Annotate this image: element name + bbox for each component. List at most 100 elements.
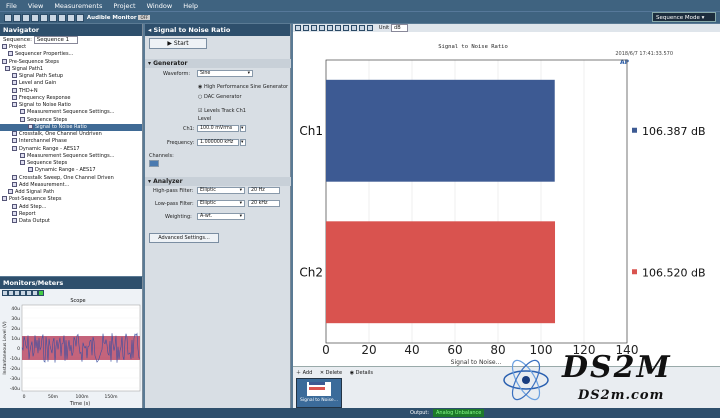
plot-area bbox=[325, 59, 628, 344]
channel-toggle-icon[interactable] bbox=[149, 160, 159, 167]
graph-tool-icon[interactable] bbox=[311, 25, 317, 31]
menu-measurements[interactable]: Measurements bbox=[54, 2, 103, 10]
graph-tool-icon[interactable] bbox=[327, 25, 333, 31]
unit-dropdown[interactable]: ▾ bbox=[240, 125, 246, 132]
tree-item[interactable]: Post-Sequence Steps bbox=[0, 196, 142, 203]
scope-graph: Scope 40u 30u 20u 10u 0 -10u -20u -30u -40u 0 50m… bbox=[2, 298, 141, 407]
folder-icon bbox=[12, 131, 17, 136]
ch1-level-field[interactable]: 100.0 mVrms bbox=[197, 125, 239, 132]
tree-item[interactable]: Signal Path1 bbox=[0, 65, 142, 73]
sequence-mode-select[interactable]: Sequence Mode ▾ bbox=[652, 12, 716, 22]
results-toolbar: ＋ Add ✕ Delete ◉ Details bbox=[293, 367, 720, 378]
graph-tool-icon[interactable] bbox=[319, 25, 325, 31]
chart-bars: Ch1 106.387 dB Ch2 106.520 dB bbox=[299, 79, 706, 324]
save-icon[interactable] bbox=[22, 14, 30, 22]
chevron-down-icon: ▾ bbox=[239, 188, 242, 193]
new-icon[interactable] bbox=[4, 14, 12, 22]
monitor-toggle[interactable]: OFF bbox=[138, 15, 151, 20]
tree-item[interactable]: Measurement Sequence Settings... bbox=[0, 109, 142, 116]
waveform-select[interactable]: Sine ▾ bbox=[197, 70, 253, 77]
tree-item[interactable]: Sequence Steps bbox=[0, 116, 142, 124]
chevron-down-icon: ▾ bbox=[239, 214, 242, 219]
tree-item[interactable]: Add Measurement... bbox=[0, 181, 142, 189]
graph-tool-icon[interactable] bbox=[351, 25, 357, 31]
graph-tool-icon[interactable] bbox=[343, 25, 349, 31]
graph-tool-icon[interactable] bbox=[359, 25, 365, 31]
tree-item[interactable]: Crosstalk, One Channel Undriven bbox=[0, 131, 142, 138]
dac-generator-radio[interactable]: ○ DAC Generator bbox=[198, 94, 242, 100]
lpf-type-select[interactable]: Elliptic ▾ bbox=[197, 200, 245, 207]
tree-item[interactable]: Dynamic Range - AES17 bbox=[0, 167, 142, 174]
graph-tool-icon[interactable] bbox=[295, 25, 301, 31]
tree-item[interactable]: Add Step... bbox=[0, 203, 142, 211]
tree-item-selected[interactable]: Signal to Noise Ratio bbox=[0, 123, 142, 131]
meter-icon[interactable] bbox=[2, 290, 8, 296]
unit-select[interactable]: dB bbox=[391, 24, 408, 32]
folder-icon bbox=[20, 116, 25, 122]
generator-section[interactable]: ▾ Generator bbox=[145, 59, 291, 68]
tree-item[interactable]: Signal to Noise Ratio bbox=[0, 102, 142, 109]
collapse-icon[interactable]: ◂ bbox=[148, 26, 154, 34]
tree-item[interactable]: Report bbox=[0, 210, 142, 218]
menu-view[interactable]: View bbox=[27, 2, 44, 10]
gen-icon[interactable] bbox=[67, 14, 75, 22]
open-icon[interactable] bbox=[13, 14, 21, 22]
tree-item[interactable]: Pre-Sequence Steps bbox=[0, 58, 142, 66]
tree-item[interactable]: Measurement Sequence Settings... bbox=[0, 152, 142, 160]
meter-icon[interactable] bbox=[32, 290, 38, 296]
tree-item[interactable]: Signal Path Setup bbox=[0, 73, 142, 80]
add-button[interactable]: ＋ Add bbox=[296, 370, 313, 376]
export-icon[interactable] bbox=[58, 14, 66, 22]
on-icon[interactable] bbox=[38, 290, 44, 296]
settings-icon[interactable] bbox=[49, 14, 57, 22]
start-button[interactable]: ▶ Start bbox=[149, 38, 207, 49]
delete-button[interactable]: ✕ Delete bbox=[319, 370, 343, 376]
levels-track-checkbox[interactable]: ☑ Levels Track Ch1 bbox=[198, 108, 246, 114]
ch1-label: Ch1: bbox=[183, 126, 195, 132]
tree-item[interactable]: Frequency Response bbox=[0, 94, 142, 102]
output-value-badge[interactable]: Analog Unbalance bbox=[433, 409, 485, 417]
tree-item[interactable]: Data Output bbox=[0, 218, 142, 225]
tree-item[interactable]: Dynamic Range - AES17 bbox=[0, 145, 142, 153]
menu-project[interactable]: Project bbox=[113, 2, 136, 10]
analyzer-section[interactable]: ▾ Analyzer bbox=[145, 177, 291, 186]
graph-tool-icon[interactable] bbox=[303, 25, 309, 31]
report-icon[interactable] bbox=[31, 14, 39, 22]
menu-window[interactable]: Window bbox=[146, 2, 173, 10]
meter-icon[interactable] bbox=[26, 290, 32, 296]
graph-tool-icon[interactable] bbox=[367, 25, 373, 31]
meter-icon[interactable] bbox=[20, 290, 26, 296]
details-button[interactable]: ◉ Details bbox=[349, 370, 373, 376]
bar-ch2 bbox=[326, 221, 556, 324]
menu-help[interactable]: Help bbox=[183, 2, 199, 10]
tree-item[interactable]: Sequencer Properties... bbox=[0, 51, 142, 58]
chevron-down-icon: ▾ bbox=[701, 15, 705, 21]
menu-file[interactable]: File bbox=[6, 2, 17, 10]
tree-item[interactable]: Interchannel Phase bbox=[0, 138, 142, 145]
graph-tool-icon[interactable] bbox=[335, 25, 341, 31]
hpf-value-field[interactable]: 20 Hz bbox=[248, 187, 280, 194]
tree-item[interactable]: THD+N bbox=[0, 87, 142, 95]
tree-item[interactable]: Crosstalk Sweep, One Channel Driven bbox=[0, 174, 142, 182]
hpf-type-select[interactable]: Elliptic ▾ bbox=[197, 187, 245, 194]
frequency-field[interactable]: 1.000000 kHz bbox=[197, 139, 239, 146]
speaker-icon[interactable] bbox=[76, 14, 84, 22]
advanced-settings-button[interactable]: Advanced Settings... bbox=[149, 233, 219, 243]
settings-title: ◂ Signal to Noise Ratio bbox=[145, 24, 290, 36]
tree-item[interactable]: Level and Gain bbox=[0, 80, 142, 87]
weighting-select[interactable]: A-wt. ▾ bbox=[197, 213, 245, 220]
meter-icon[interactable] bbox=[8, 290, 14, 296]
x-tick-label: 60 bbox=[447, 343, 462, 357]
hp-generator-radio[interactable]: ◉ High Performance Sine Generator bbox=[198, 84, 289, 90]
lpf-value-field[interactable]: 20 kHz bbox=[248, 200, 280, 207]
monitors-title: Monitors/Meters bbox=[0, 277, 142, 289]
tree-item[interactable]: Project bbox=[0, 44, 142, 51]
sequence-dropdown[interactable]: Sequence 1 bbox=[33, 36, 79, 44]
tree-item[interactable]: Add Signal Path bbox=[0, 189, 142, 196]
tree-item[interactable]: Sequence Steps bbox=[0, 160, 142, 167]
meter-icon[interactable] bbox=[14, 290, 20, 296]
freq-unit-dropdown[interactable]: ▾ bbox=[240, 139, 246, 146]
print-icon[interactable] bbox=[40, 14, 48, 22]
project-icon bbox=[2, 44, 7, 49]
result-thumbnail[interactable]: Signal to Noise... bbox=[296, 378, 342, 408]
